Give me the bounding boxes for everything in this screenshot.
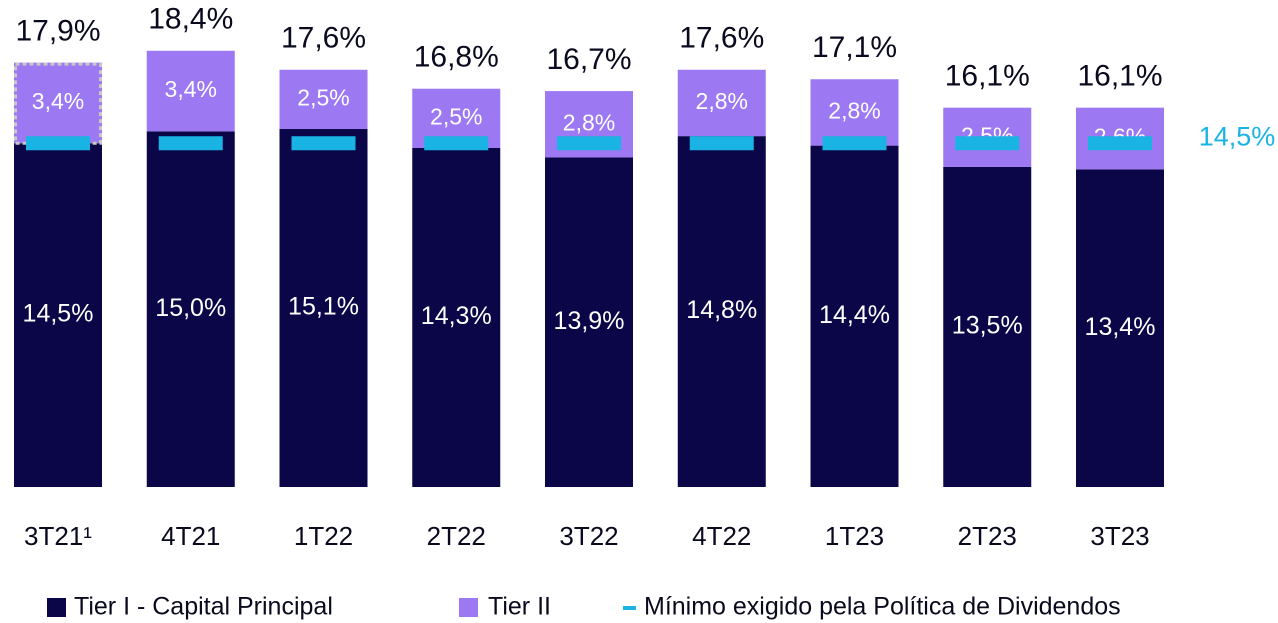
legend-swatch	[623, 606, 636, 610]
segment-label: 14,4%	[819, 301, 890, 329]
total-label: 17,9%	[15, 15, 100, 48]
minimum-marker	[291, 136, 356, 151]
minimum-marker	[955, 136, 1020, 151]
segment-label: 13,5%	[952, 312, 1023, 340]
minimum-label: 14,5%	[1199, 121, 1276, 151]
tier1-bar	[677, 136, 766, 487]
total-label: 16,1%	[945, 60, 1030, 93]
tier2-bar	[146, 50, 235, 132]
segment-label: 14,5%	[23, 300, 94, 328]
segment-label: 14,3%	[421, 302, 492, 330]
x-tick-label: 3T22	[559, 521, 618, 551]
segment-label: 15,0%	[155, 294, 226, 322]
legend-label: Mínimo exigido pela Política de Dividend…	[644, 593, 1121, 621]
tier2-bar	[279, 69, 368, 130]
x-tick-label: 3T23	[1090, 521, 1149, 551]
segment-label: 2,8%	[696, 88, 748, 114]
minimum-marker	[26, 136, 90, 151]
x-tick-label: 1T22	[294, 521, 353, 551]
segment-label: 13,4%	[1085, 313, 1156, 341]
segment-label: 3,4%	[32, 88, 84, 114]
tier1-bar	[943, 166, 1032, 487]
segment-label: 2,5%	[430, 103, 482, 129]
x-tick-label: 4T21	[161, 521, 220, 551]
tier1-bar	[412, 147, 501, 488]
minimum-marker	[689, 136, 754, 151]
total-label: 17,6%	[679, 22, 764, 55]
total-label: 17,1%	[812, 31, 897, 64]
minimum-marker	[822, 136, 887, 151]
total-label: 18,4%	[148, 3, 233, 36]
legend-label: Tier I - Capital Principal	[74, 593, 333, 621]
tier1-bar	[1076, 169, 1164, 487]
total-label: 16,7%	[546, 43, 631, 76]
segment-label: 2,8%	[828, 98, 880, 124]
tier1-bar	[810, 145, 899, 488]
segment-label: 14,8%	[686, 296, 757, 324]
tier1-bar	[279, 129, 368, 487]
total-label: 17,6%	[281, 22, 366, 55]
x-tick-label: 2T23	[958, 521, 1017, 551]
total-label: 16,8%	[414, 41, 499, 74]
segment-label: 2,5%	[297, 84, 349, 110]
minimum-marker	[557, 136, 621, 151]
tier2-bar	[677, 69, 766, 137]
minimum-marker	[158, 136, 223, 151]
tier2-bar	[14, 62, 102, 144]
x-tick-label: 4T22	[692, 521, 751, 551]
total-label: 16,1%	[1077, 60, 1162, 93]
legend-label: Tier II	[488, 593, 551, 621]
segment-label: 15,1%	[288, 293, 359, 321]
x-tick-label: 3T21¹	[24, 521, 92, 551]
segment-label: 2,8%	[563, 109, 615, 135]
minimum-marker	[1088, 136, 1152, 151]
x-tick-label: 1T23	[825, 521, 884, 551]
legend-swatch	[459, 598, 478, 617]
tier1-bar	[146, 131, 235, 487]
legend-swatch	[47, 598, 66, 617]
tier1-bar	[545, 157, 633, 487]
tier2-bar	[810, 79, 899, 146]
segment-label: 3,4%	[165, 76, 217, 102]
tier1-bar	[14, 143, 102, 487]
segment-label: 13,9%	[554, 307, 625, 335]
minimum-marker	[424, 136, 489, 151]
x-tick-label: 2T22	[427, 521, 486, 551]
